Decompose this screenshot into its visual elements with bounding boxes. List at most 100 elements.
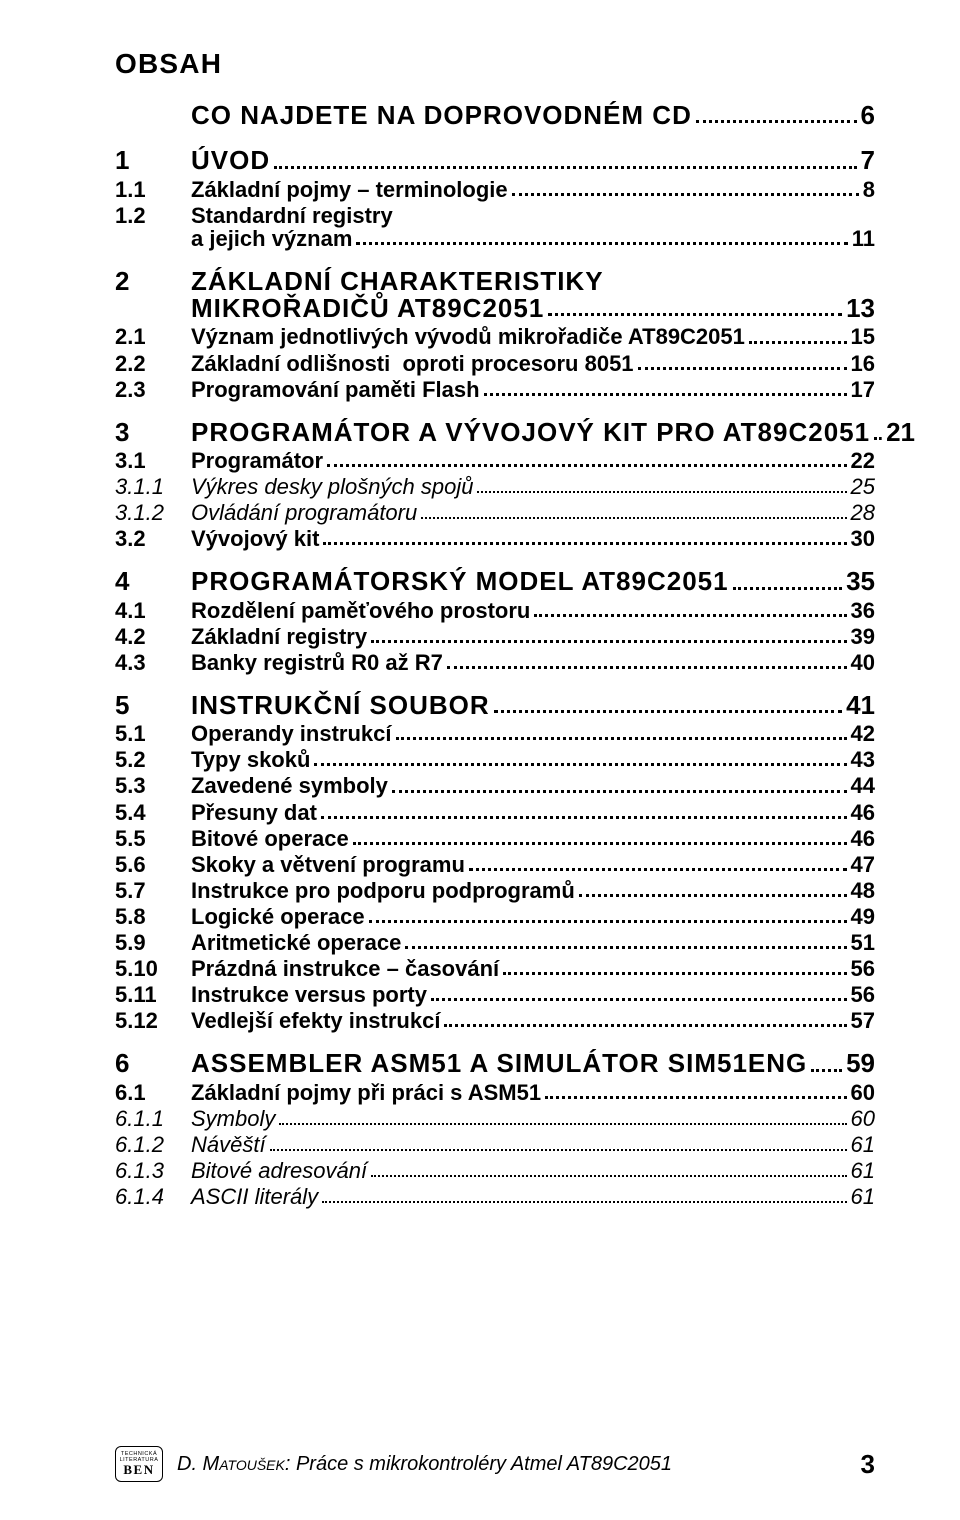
toc-entry-text: Symboly <box>191 1107 275 1130</box>
toc-entry-text: Standardní registry <box>191 204 393 227</box>
logo-main-text: BEN <box>123 1463 154 1476</box>
toc-entry-page: 47 <box>851 853 875 876</box>
toc-subsub-row: 3.1.2Ovládání programátoru28 <box>115 501 875 524</box>
toc-entry-number: 5.4 <box>115 801 191 824</box>
toc-section-row: 4.1Rozdělení paměťového prostoru36 <box>115 599 875 622</box>
toc-entry-text: MIKROŘADIČŮ AT89C2051 <box>191 295 544 322</box>
footer-page-number: 3 <box>861 1449 875 1480</box>
toc-entry-number: 1.1 <box>115 178 191 201</box>
toc-entry-page: 43 <box>851 748 875 771</box>
toc-entries: CO NAJDETE NA DOPROVODNÉM CD61ÚVOD71.1Zá… <box>115 102 875 1208</box>
toc-section-row: 5.6Skoky a větvení programu47 <box>115 853 875 876</box>
footer-title: : Práce s mikrokontroléry Atmel AT89C205… <box>285 1453 672 1475</box>
toc-leader-dots <box>421 509 846 520</box>
toc-chapter-row: 4PROGRAMÁTORSKÝ MODEL AT89C205135 <box>115 568 875 595</box>
toc-leader-dots <box>545 1087 846 1099</box>
toc-entry-text: INSTRUKČNÍ SOUBOR <box>191 692 490 719</box>
toc-entry-text: ASCII literály <box>191 1185 318 1208</box>
toc-entry-text: Bitové operace <box>191 827 349 850</box>
toc-leader-dots <box>503 963 846 975</box>
toc-entry-page: 42 <box>851 722 875 745</box>
toc-entry-number: 1.2 <box>115 204 191 227</box>
toc-entry-text: Aritmetické operace <box>191 931 401 954</box>
toc-entry-page: 61 <box>851 1159 875 1182</box>
toc-entry-page: 40 <box>851 651 875 674</box>
toc-leader-dots <box>444 1016 846 1028</box>
footer-text: D. Matoušek: Práce s mikrokontroléry Atm… <box>177 1453 849 1476</box>
toc-subsub-row: 6.1.3Bitové adresování 61 <box>115 1159 875 1182</box>
page-footer: TECHNICKÁ LITERATURA BEN D. Matoušek: Pr… <box>115 1446 875 1482</box>
toc-entry-page: 56 <box>851 957 875 980</box>
toc-leader-dots <box>392 781 847 793</box>
toc-entry-page: 46 <box>851 801 875 824</box>
toc-chapter-row: 3PROGRAMÁTOR A VÝVOJOVÝ KIT PRO AT89C205… <box>115 419 875 446</box>
toc-section-row: 5.11Instrukce versus porty56 <box>115 983 875 1006</box>
toc-leader-dots <box>749 332 847 344</box>
toc-leader-dots <box>270 1140 847 1151</box>
toc-entry-page: 11 <box>852 227 875 250</box>
toc-entry-number: 5.8 <box>115 905 191 928</box>
toc-section-row: 2.1Význam jednotlivých vývodů mikrořadič… <box>115 325 875 348</box>
toc-chapter-row: 5INSTRUKČNÍ SOUBOR41 <box>115 692 875 719</box>
toc-leader-dots <box>274 157 856 169</box>
toc-entry-page: 48 <box>851 879 875 902</box>
toc-entry-page: 7 <box>861 147 875 174</box>
toc-entry-page: 59 <box>846 1050 875 1077</box>
toc-entry-page: 49 <box>851 905 875 928</box>
toc-leader-dots <box>356 233 847 245</box>
toc-leader-dots <box>279 1114 846 1125</box>
toc-entry-number: 5.7 <box>115 879 191 902</box>
toc-entry-text: CO NAJDETE NA DOPROVODNÉM CD <box>191 102 692 129</box>
toc-leader-dots <box>321 807 847 819</box>
toc-entry-number: 6.1.2 <box>115 1133 191 1156</box>
toc-entry-page: 22 <box>851 449 875 472</box>
page-title: OBSAH <box>115 48 875 80</box>
toc-entry-number: 5.2 <box>115 748 191 771</box>
toc-entry-page: 41 <box>846 692 875 719</box>
toc-entry-number: 5.11 <box>115 983 191 1006</box>
toc-section-row: 5.8Logické operace49 <box>115 905 875 928</box>
toc-leader-dots <box>579 885 847 897</box>
toc-entry-number: 5.12 <box>115 1009 191 1032</box>
toc-section-row: 5.9Aritmetické operace51 <box>115 931 875 954</box>
toc-leader-dots <box>405 937 846 949</box>
toc-entry-text: Programátor <box>191 449 323 472</box>
toc-leader-dots <box>494 702 842 714</box>
toc-entry-page: 46 <box>851 827 875 850</box>
toc-entry-page: 57 <box>851 1009 875 1032</box>
toc-entry-text: Ovládání programátoru <box>191 501 417 524</box>
toc-entry-number: 1 <box>115 147 191 174</box>
toc-entry-text: Bitové adresování <box>191 1159 367 1182</box>
toc-entry-number: 4.2 <box>115 625 191 648</box>
toc-entry-page: 16 <box>851 352 875 375</box>
toc-entry-page: 8 <box>863 178 875 201</box>
toc-entry-text: ZÁKLADNÍ CHARAKTERISTIKY <box>191 268 604 295</box>
toc-entry-page: 21 <box>886 419 915 446</box>
toc-entry-number: 6 <box>115 1050 191 1077</box>
toc-entry-text: Přesuny dat <box>191 801 317 824</box>
toc-entry-page: 39 <box>851 625 875 648</box>
toc-entry-number: 2.2 <box>115 352 191 375</box>
toc-section-row: 3.2Vývojový kit30 <box>115 527 875 550</box>
toc-entry-number: 6.1.1 <box>115 1107 191 1130</box>
toc-entry-text: Význam jednotlivých vývodů mikrořadiče A… <box>191 325 745 348</box>
toc-section-row: 4.2Základní registry39 <box>115 625 875 648</box>
toc-entry-number: 6.1.3 <box>115 1159 191 1182</box>
toc-section-row: 1.1Základní pojmy – terminologie8 <box>115 178 875 201</box>
toc-entry-text: Rozdělení paměťového prostoru <box>191 599 530 622</box>
toc-leader-dots <box>431 990 847 1002</box>
toc-entry-page: 30 <box>851 527 875 550</box>
toc-leader-dots <box>477 482 846 493</box>
toc-entry-text: ÚVOD <box>191 147 270 174</box>
toc-subsub-row: 6.1.4ASCII literály61 <box>115 1185 875 1208</box>
toc-entry-page: 35 <box>846 568 875 595</box>
toc-entry-text: Typy skoků <box>191 748 310 771</box>
toc-section-row: 4.3Banky registrů R0 až R740 <box>115 651 875 674</box>
toc-leader-dots <box>484 384 847 396</box>
toc-entry-text: Vedlejší efekty instrukcí <box>191 1009 440 1032</box>
toc-leader-dots <box>327 455 846 467</box>
toc-entry-number: 5.3 <box>115 774 191 797</box>
toc-entry-number: 3 <box>115 419 191 446</box>
toc-subsub-row: 6.1.2Návěští61 <box>115 1133 875 1156</box>
toc-entry-number: 2 <box>115 268 191 295</box>
